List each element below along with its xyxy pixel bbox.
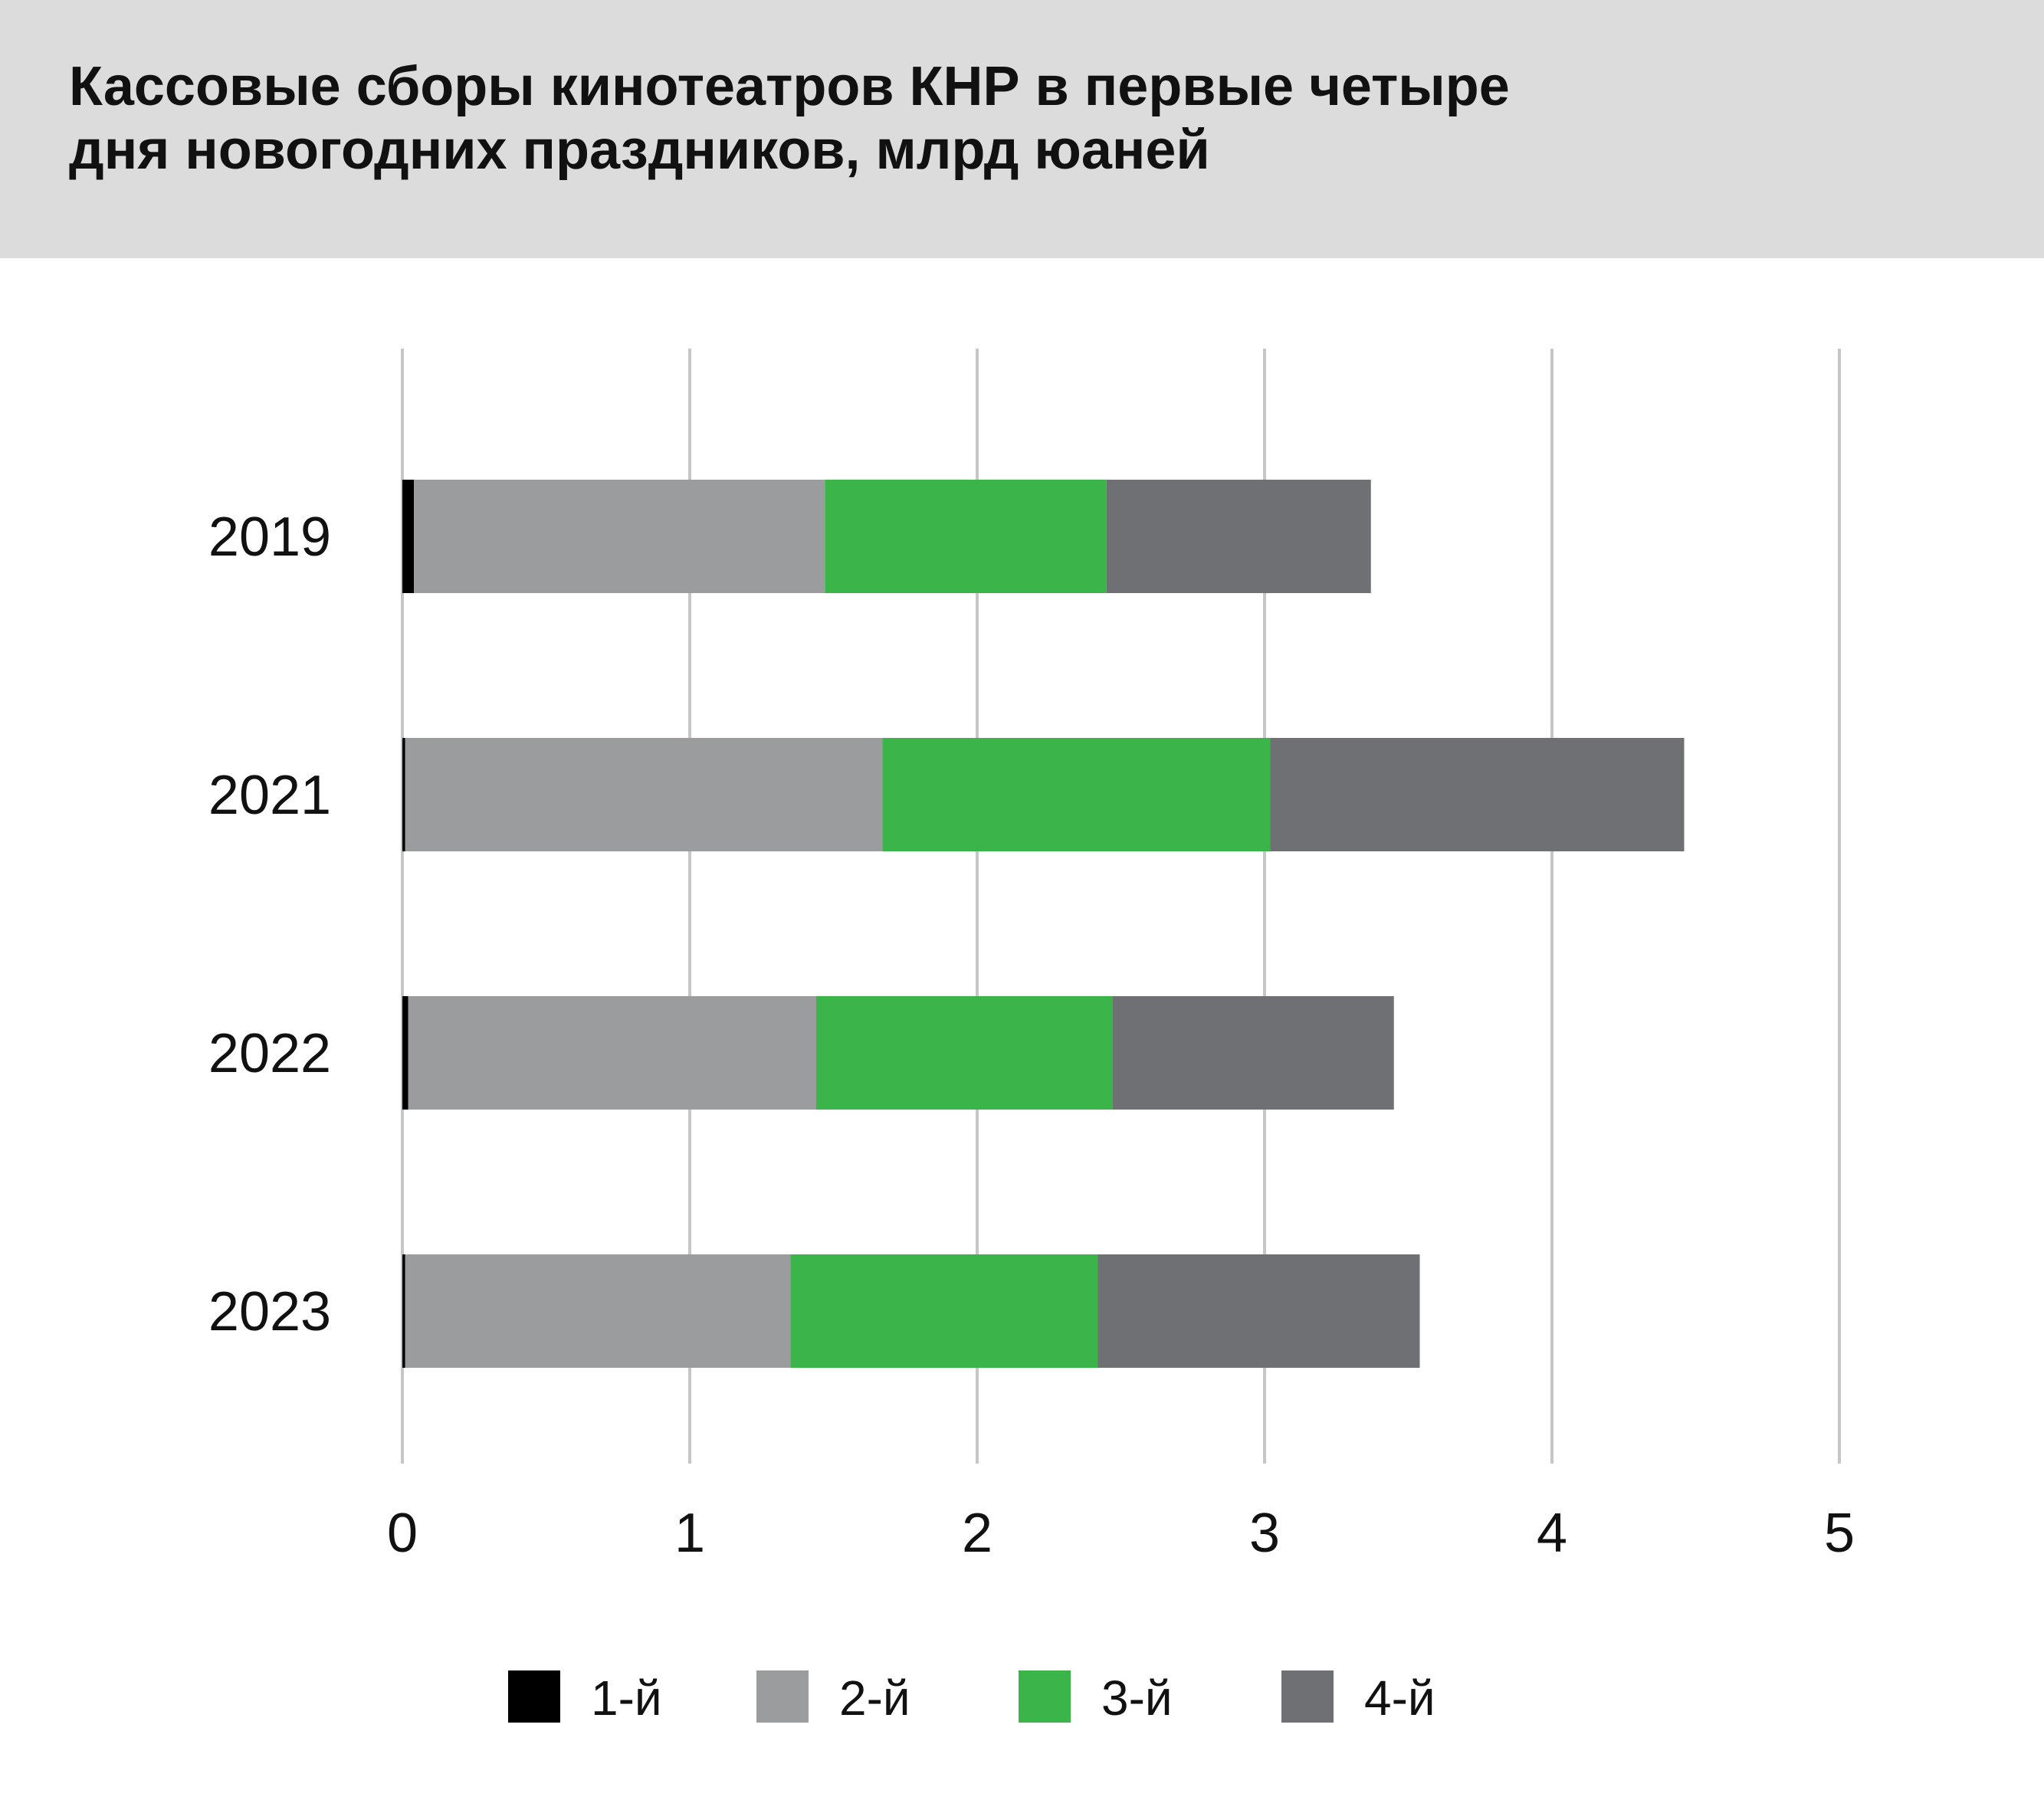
x-axis-tick-labels: 0 1 2 3 4 5 <box>387 1503 1855 1564</box>
y-category-label: 2019 <box>208 507 331 568</box>
bar-segment-2021-day1 <box>402 738 405 851</box>
bar-segment-2019-day2 <box>414 480 825 593</box>
legend-swatch-day3 <box>1019 1670 1071 1723</box>
y-category-label: 2021 <box>208 765 331 826</box>
bar-segment-2019-day4 <box>1106 480 1371 593</box>
legend: 1-й 2-й 3-й 4-й <box>508 1670 1435 1726</box>
bar-segment-2023-day4 <box>1097 1254 1420 1368</box>
bar-segment-2023-day3 <box>790 1254 1098 1368</box>
header-band: Кассовые сборы кинотеатров КНР в первые … <box>0 0 2044 258</box>
bar-segment-2022-day4 <box>1112 996 1394 1110</box>
bars <box>402 480 1685 1368</box>
x-tick-label: 2 <box>962 1503 992 1564</box>
bar-segment-2023-day1 <box>402 1254 405 1368</box>
chart-title: Кассовые сборы кинотеатров КНР в первые … <box>69 56 1510 181</box>
y-category-label: 2022 <box>208 1023 331 1084</box>
x-tick-label: 1 <box>674 1503 705 1564</box>
x-tick-label: 0 <box>387 1503 418 1564</box>
y-category-label: 2023 <box>208 1281 331 1343</box>
bar-segment-2021-day2 <box>405 738 883 851</box>
x-tick-label: 3 <box>1249 1503 1280 1564</box>
bar-segment-2022-day2 <box>408 996 816 1110</box>
bar-segment-2019-day1 <box>402 480 414 593</box>
legend-swatch-day4 <box>1281 1670 1334 1723</box>
bar-segment-2022-day3 <box>816 996 1113 1110</box>
x-tick-label: 4 <box>1537 1503 1567 1564</box>
y-axis-labels: 2019 2021 2022 2023 <box>208 507 331 1343</box>
legend-swatch-day1 <box>508 1670 560 1723</box>
legend-swatch-day2 <box>756 1670 809 1723</box>
bar-segment-2023-day2 <box>405 1254 791 1368</box>
legend-label-day2: 2-й <box>839 1670 910 1726</box>
legend-label-day3: 3-й <box>1101 1670 1173 1726</box>
legend-label-day4: 4-й <box>1364 1670 1435 1726</box>
bar-segment-2022-day1 <box>402 996 408 1110</box>
x-tick-label: 5 <box>1824 1503 1855 1564</box>
bar-segment-2021-day3 <box>882 738 1271 851</box>
legend-label-day1: 1-й <box>591 1670 662 1726</box>
bar-segment-2021-day4 <box>1270 738 1685 851</box>
bar-segment-2019-day3 <box>825 480 1107 593</box>
